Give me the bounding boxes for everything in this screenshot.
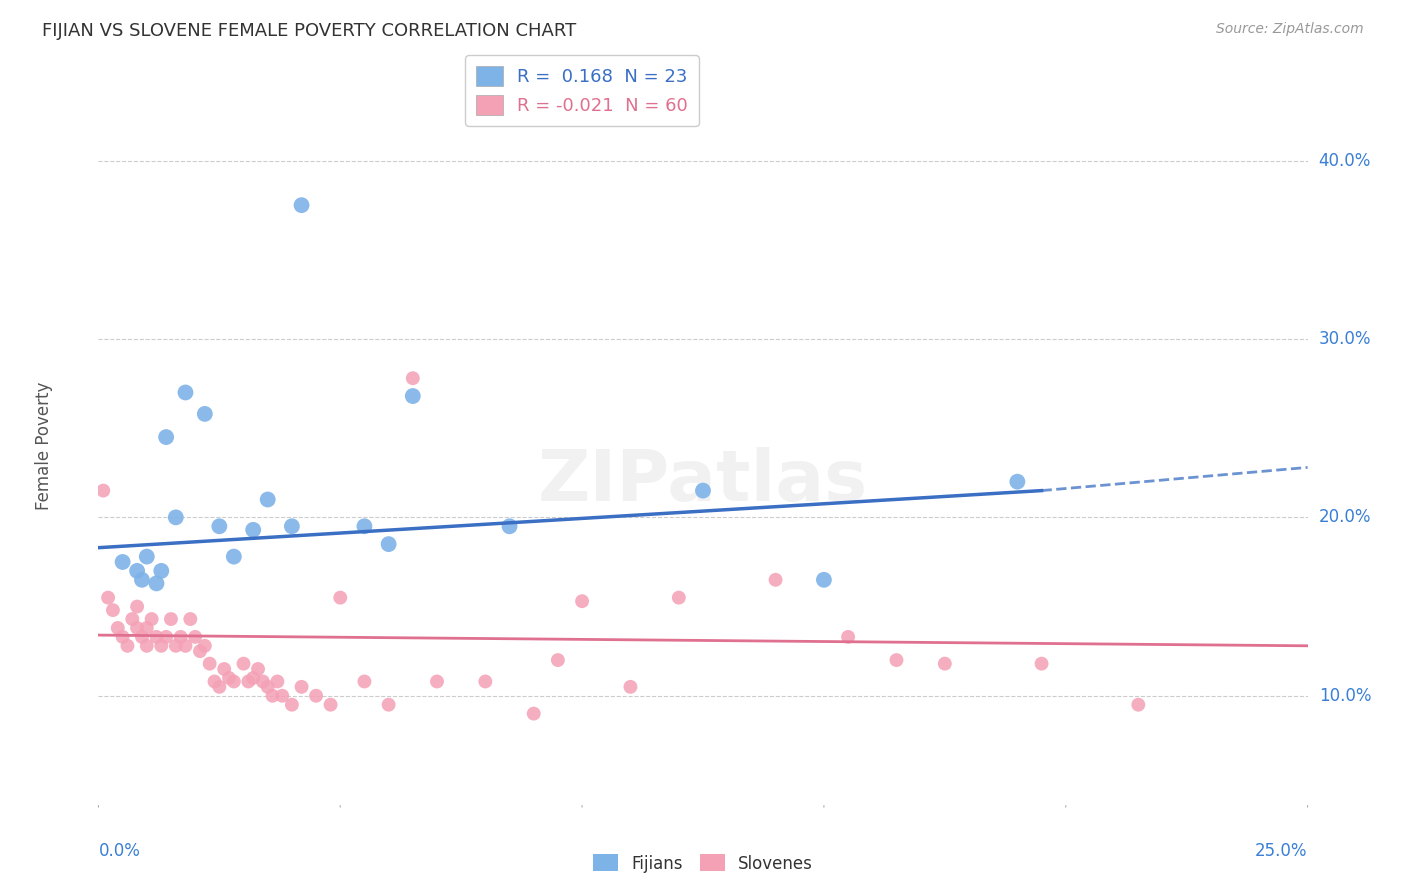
Point [101,603,124,617]
Point [160,612,183,626]
Point [135,549,157,564]
Point [290,198,312,212]
Point [305,689,328,703]
Point [242,523,264,537]
Point [281,698,304,712]
Point [353,674,375,689]
Point [692,483,714,498]
Point [218,671,240,685]
Point [150,564,173,578]
Point [319,698,342,712]
Text: 0.0%: 0.0% [98,842,141,860]
Point [271,689,294,703]
Point [266,674,288,689]
Point [135,639,157,653]
Point [547,653,569,667]
Point [498,519,520,533]
Point [1128,698,1150,712]
Point [934,657,956,671]
Point [886,653,908,667]
Point [179,612,201,626]
Point [571,594,593,608]
Legend: R =  0.168  N = 23, R = -0.021  N = 60: R = 0.168 N = 23, R = -0.021 N = 60 [465,55,699,126]
Text: 30.0%: 30.0% [1319,330,1371,348]
Point [121,612,143,626]
Point [131,573,153,587]
Point [813,573,835,587]
Point [232,657,254,671]
Point [668,591,690,605]
Point [238,674,260,689]
Point [402,371,425,385]
Point [184,630,207,644]
Point [474,674,496,689]
Point [155,430,177,444]
Point [402,389,425,403]
Point [252,674,274,689]
Point [141,612,163,626]
Point [619,680,641,694]
Point [91,483,114,498]
Point [198,657,221,671]
Point [194,407,217,421]
Point [194,639,217,653]
Point [150,639,173,653]
Point [222,674,245,689]
Point [377,698,399,712]
Point [262,689,284,703]
Point [208,680,231,694]
Point [127,599,149,614]
Point [165,639,187,653]
Point [145,630,167,644]
Point [523,706,546,721]
Point [165,510,187,524]
Point [837,630,859,644]
Point [290,680,312,694]
Point [765,573,787,587]
Point [222,549,245,564]
Point [169,630,191,644]
Point [117,639,139,653]
Point [242,671,264,685]
Point [426,674,449,689]
Point [127,564,149,578]
Text: 10.0%: 10.0% [1319,687,1371,705]
Point [353,519,375,533]
Point [188,644,211,658]
Text: FIJIAN VS SLOVENE FEMALE POVERTY CORRELATION CHART: FIJIAN VS SLOVENE FEMALE POVERTY CORRELA… [42,22,576,40]
Point [212,662,235,676]
Point [97,591,120,605]
Point [145,576,167,591]
Point [135,621,157,635]
Text: ZIPatlas: ZIPatlas [538,447,868,516]
Text: Source: ZipAtlas.com: Source: ZipAtlas.com [1216,22,1364,37]
Point [377,537,399,551]
Point [174,639,197,653]
Point [204,674,226,689]
Point [1007,475,1029,489]
Point [155,630,177,644]
Point [131,630,153,644]
Legend: Fijians, Slovenes: Fijians, Slovenes [586,847,820,880]
Point [208,519,231,533]
Point [111,555,134,569]
Text: 40.0%: 40.0% [1319,152,1371,169]
Point [127,621,149,635]
Point [174,385,197,400]
Point [247,662,270,676]
Text: Female Poverty: Female Poverty [35,382,53,510]
Point [256,492,278,507]
Point [107,621,129,635]
Point [256,680,278,694]
Text: 20.0%: 20.0% [1319,508,1371,526]
Point [1031,657,1053,671]
Point [329,591,352,605]
Point [281,519,304,533]
Text: 25.0%: 25.0% [1256,842,1308,860]
Point [111,630,134,644]
